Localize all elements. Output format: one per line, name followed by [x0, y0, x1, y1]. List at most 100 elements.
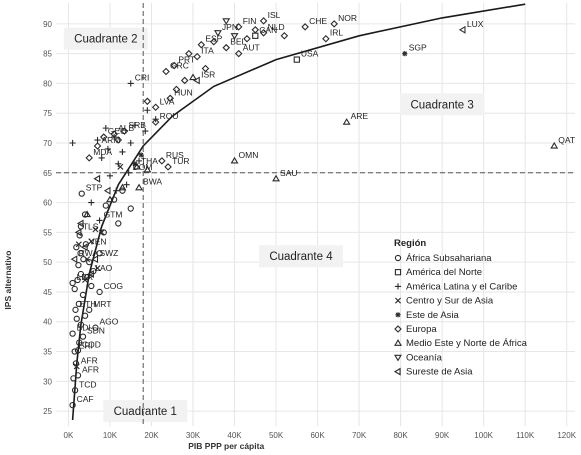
point-label: NOR: [338, 13, 357, 23]
point-label: GRC: [170, 61, 189, 71]
data-point: [170, 61, 179, 70]
point-label: ITA: [201, 46, 214, 56]
data-point: [259, 17, 268, 25]
point-label: THA: [141, 156, 158, 166]
data-point: [96, 288, 103, 296]
data-point: [118, 183, 127, 191]
data-point: [293, 56, 300, 63]
quadrant-label: Cuadrante 1: [114, 406, 177, 418]
data-point: [91, 255, 99, 264]
data-point: [98, 229, 105, 236]
data-point: [102, 202, 109, 209]
y-tick-label: 55: [43, 228, 52, 237]
point-label: ARM: [102, 135, 121, 145]
data-point: [230, 156, 239, 164]
x-axis-title: PIB PPP per cápita: [188, 441, 264, 451]
data-point: [104, 145, 111, 153]
point-label: RWA: [79, 248, 99, 258]
quadrant-box: [400, 93, 485, 116]
data-point: [144, 107, 151, 114]
trend-curve-group: [71, 3, 526, 421]
legend-item-label: Sureste de Asia: [406, 367, 473, 378]
point-label: TLS: [83, 221, 99, 231]
data-point: [92, 324, 99, 331]
data-point: [106, 172, 114, 179]
point-label: HUN: [174, 87, 192, 97]
point-label: CRI: [135, 72, 150, 82]
point-label: VEN: [89, 236, 106, 246]
data-point: [70, 375, 77, 382]
data-point: [138, 152, 144, 158]
point-label: SAU: [280, 168, 297, 178]
data-point: [86, 259, 93, 266]
data-point: [84, 256, 91, 263]
point-label: IRL: [330, 28, 344, 38]
legend-marker: [394, 283, 402, 290]
point-label: COD: [82, 339, 101, 349]
data-point: [166, 94, 174, 103]
data-points: [69, 17, 559, 409]
quadrant-box: [63, 27, 148, 50]
data-point: [230, 33, 239, 40]
quadrant-box: [103, 400, 188, 423]
point-label: JPN: [222, 22, 238, 32]
data-point: [322, 34, 330, 43]
data-point: [79, 291, 87, 299]
point-label: AFR: [82, 364, 99, 374]
point-label: ISL: [268, 10, 281, 20]
data-point: [82, 277, 89, 284]
point-label: GEO: [108, 126, 127, 136]
legend-item-label: Este de Asia: [406, 310, 460, 321]
legend-marker: [395, 312, 401, 318]
data-point: [88, 199, 95, 206]
data-point: [99, 133, 108, 141]
quadrant-labels: Cuadrante 1 Cuadrante 2 Cuadrante 3 Cuadran…: [63, 27, 485, 423]
data-point: [180, 76, 189, 85]
data-point: [132, 161, 138, 167]
quadrant-label: Cuadrante 2: [74, 34, 137, 46]
data-point: [151, 103, 160, 112]
data-point: [243, 34, 251, 43]
data-point: [330, 20, 338, 28]
data-point: [119, 148, 126, 156]
legend-item-label: América Latina y el Caribe: [406, 281, 517, 292]
data-point: [69, 279, 76, 287]
point-label: BWA: [143, 177, 162, 187]
point-label: DOM: [133, 162, 153, 172]
data-point: [76, 232, 83, 239]
x-tick-label: 20K: [144, 431, 159, 440]
point-label: SGP: [409, 43, 427, 53]
x-tick-label: 30K: [186, 431, 201, 440]
data-point: [96, 250, 103, 257]
data-point: [162, 67, 170, 76]
data-point: [75, 261, 82, 269]
data-point: [127, 205, 134, 212]
data-point: [201, 64, 210, 73]
axes: 0K 10K 20K 30K 40K 50K 60K 70K 80K 90K 100K 110K 120…: [3, 20, 577, 451]
data-point: [197, 40, 206, 49]
y-tick-label: 65: [43, 169, 52, 178]
data-point: [133, 162, 141, 170]
legend-title: Región: [394, 238, 426, 249]
x-tick-label: 90K: [435, 431, 450, 440]
data-point: [131, 122, 138, 129]
y-tick-label: 60: [43, 199, 52, 208]
legend-marker: [394, 339, 402, 346]
data-point: [113, 187, 120, 194]
y-tick-label: 50: [43, 258, 52, 267]
y-tick-label: 70: [43, 139, 52, 148]
data-point: [69, 139, 76, 147]
point-label: ERI: [79, 341, 93, 351]
data-point: [259, 29, 268, 37]
x-tick-label: 40K: [227, 431, 242, 440]
point-label: COG: [104, 281, 123, 291]
data-point: [193, 52, 201, 61]
data-point: [110, 130, 118, 138]
x-tick-label: 80K: [393, 431, 408, 440]
data-point: [83, 273, 91, 281]
data-point: [79, 333, 87, 340]
legend-marker: [394, 354, 402, 362]
data-point: [402, 51, 408, 57]
data-point: [96, 217, 103, 224]
